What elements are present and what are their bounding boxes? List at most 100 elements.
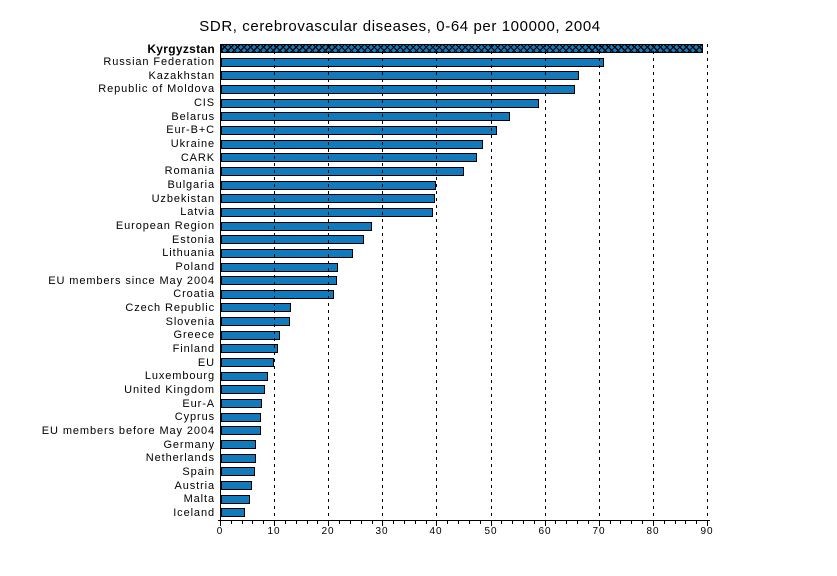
gridline-70 [599,44,600,520]
category-label-eur-b-c: Eur-B+C [166,124,215,136]
category-label-finland: Finland [172,343,215,355]
category-label-belarus: Belarus [171,111,215,123]
bar-eur-b-c [221,126,497,135]
bar-romania [221,167,464,176]
bar-malta [221,495,250,504]
x-major-tick-0 [220,521,221,526]
gridline-30 [382,44,383,520]
gridline-80 [653,44,654,520]
category-label-kazakhstan: Kazakhstan [148,70,215,82]
gridline-20 [328,44,329,520]
bar-iceland [221,508,245,517]
x-minor-tick-46 [469,521,470,524]
x-minor-tick-48 [480,521,481,524]
bar-cark [221,153,477,162]
category-label-eu-members-before-may-2004: EU members before May 2004 [41,425,215,437]
category-label-lithuania: Lithuania [162,247,215,259]
category-label-cis: CIS [193,97,215,109]
bar-russian-federation [221,58,604,67]
bar-belarus [221,112,510,121]
category-label-iceland: Iceland [173,507,215,519]
bar-kazakhstan [221,71,579,80]
x-tick-label-50: 50 [484,526,498,537]
x-tick-label-90: 90 [700,526,714,537]
bar-eu-members-since-may-2004 [221,276,337,285]
x-minor-tick-74 [620,521,621,524]
x-major-tick-30 [382,521,383,526]
category-label-eu: EU [197,357,215,369]
x-minor-tick-86 [685,521,686,524]
x-tick-label-40: 40 [429,526,443,537]
category-label-republic-of-moldova: Republic of Moldova [98,83,215,95]
x-minor-tick-58 [534,521,535,524]
x-tick-label-30: 30 [375,526,389,537]
x-minor-tick-24 [350,521,351,524]
bar-spain [221,467,255,476]
gridline-60 [545,44,546,520]
category-label-uzbekistan: Uzbekistan [151,193,215,205]
bar-netherlands [221,454,256,463]
bar-germany [221,440,256,449]
bar-croatia [221,290,334,299]
category-label-croatia: Croatia [173,288,215,300]
x-minor-tick-54 [512,521,513,524]
bar-lithuania [221,249,353,258]
bar-finland [221,344,278,353]
x-minor-tick-8 [263,521,264,524]
x-tick-label-10: 10 [267,526,281,537]
bar-greece [221,331,280,340]
category-label-spain: Spain [182,466,215,478]
x-axis-line [218,520,710,521]
category-label-greece: Greece [173,329,215,341]
category-label-czech-republic: Czech Republic [125,302,215,314]
x-tick-label-70: 70 [592,526,606,537]
gridline-90 [707,44,708,520]
x-axis-tick-labels: 0 10 20 30 40 50 60 70 80 90 [217,526,713,538]
bar-czech-republic [221,303,291,312]
gridline-10 [274,44,275,520]
x-minor-tick-88 [696,521,697,524]
bar-eu-members-before-may-2004 [221,426,261,435]
bar-cis [221,99,539,108]
bar-luxembourg [221,372,268,381]
x-minor-tick-82 [664,521,665,524]
bar-austria [221,481,252,490]
x-minor-tick-26 [361,521,362,524]
x-minor-tick-78 [642,521,643,524]
plot-area [221,44,708,520]
x-major-tick-40 [436,521,437,526]
category-label-luxembourg: Luxembourg [144,370,215,382]
x-minor-tick-32 [393,521,394,524]
category-label-united-kingdom: United Kingdom [124,384,215,396]
x-minor-tick-28 [372,521,373,524]
x-minor-tick-44 [458,521,459,524]
category-label-kyrgyzstan: Kyrgyzstan [147,42,215,56]
x-minor-tick-76 [631,521,632,524]
bar-european-region [221,222,372,231]
category-label-austria: Austria [174,480,215,492]
x-major-tick-90 [707,521,708,526]
x-minor-tick-14 [296,521,297,524]
category-label-estonia: Estonia [172,234,215,246]
category-label-ukraine: Ukraine [170,138,215,150]
x-minor-tick-4 [242,521,243,524]
bar-united-kingdom [221,385,265,394]
bar-cyprus [221,413,261,422]
x-minor-tick-52 [501,521,502,524]
category-label-eur-a: Eur-A [182,398,215,410]
x-tick-label-80: 80 [646,526,660,537]
x-minor-tick-12 [285,521,286,524]
x-tick-label-20: 20 [321,526,335,537]
category-label-slovenia: Slovenia [165,316,215,328]
x-major-tick-60 [545,521,546,526]
x-minor-tick-2 [231,521,232,524]
category-label-latvia: Latvia [180,206,215,218]
bar-eu [221,358,274,367]
category-label-malta: Malta [183,493,215,505]
x-major-tick-20 [328,521,329,526]
bar-slovenia [221,317,290,326]
x-minor-tick-18 [317,521,318,524]
x-tick-label-0: 0 [216,526,224,537]
x-minor-tick-68 [588,521,589,524]
